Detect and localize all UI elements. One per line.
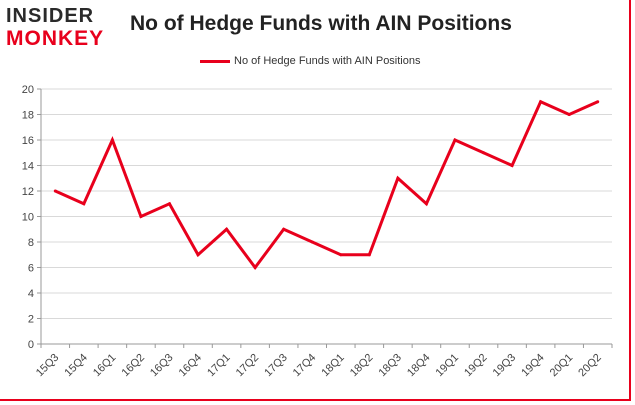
y-tick-label: 18 [22,110,34,122]
y-tick-label: 0 [28,339,34,351]
data-point [139,215,143,218]
x-tick-label: 17Q4 [291,352,319,380]
data-point [510,164,514,167]
insider-monkey-logo: INSIDER MONKEY [6,6,118,52]
data-point [110,138,114,142]
x-tick-label: 18Q2 [348,352,376,380]
x-tick-label: 16Q2 [120,352,148,380]
x-tick-label: 18Q1 [319,352,347,380]
logo-line-2: MONKEY [6,27,105,50]
y-tick-label: 14 [22,161,34,173]
x-tick-label: 20Q1 [548,352,576,380]
x-tick-label: 18Q4 [405,352,433,380]
x-tick-label: 19Q1 [434,352,462,380]
data-point [82,202,86,206]
x-tick-label: 16Q3 [148,352,176,380]
legend-label: No of Hedge Funds with AIN Positions [234,55,421,67]
x-tick-label: 18Q3 [376,352,404,380]
x-tick-label: 19Q4 [519,352,547,380]
series-line [54,99,599,271]
data-point [339,253,343,257]
data-point [596,100,600,104]
data-point [167,202,171,206]
y-tick-label: 6 [28,263,34,275]
y-tick-label: 8 [28,237,34,249]
data-point [253,266,257,269]
data-point [453,138,457,142]
data-point [53,189,57,193]
data-point [310,240,314,244]
y-tick-label: 16 [22,135,34,147]
data-point [482,151,486,155]
x-tick-label: 17Q1 [205,352,233,380]
data-point [424,202,428,206]
y-tick-label: 4 [28,288,34,300]
data-point [567,113,571,116]
x-tick-label: 19Q2 [462,352,490,380]
data-point [539,100,543,104]
x-tick-label: 15Q4 [62,352,90,380]
chart-title: No of Hedge Funds with AIN Positions [130,12,512,35]
x-tick-label: 16Q4 [177,352,205,380]
x-tick-label: 17Q2 [234,352,262,380]
data-point [196,253,200,257]
data-point [367,253,371,257]
x-tick-label: 20Q2 [576,352,604,380]
y-tick-label: 12 [22,186,34,198]
y-tick-label: 2 [28,314,34,326]
legend: No of Hedge Funds with AIN Positions [200,55,420,67]
logo-line-1: INSIDER [6,5,95,27]
x-tick-label: 19Q3 [491,352,519,380]
data-point [396,176,400,180]
y-tick-label: 10 [22,212,34,224]
data-point [282,227,286,231]
data-point [225,227,229,231]
x-tick-label: 16Q1 [91,352,119,380]
x-tick-label: 15Q3 [34,352,62,380]
x-tick-label: 17Q3 [262,352,290,380]
y-tick-label: 20 [22,84,34,96]
legend-swatch [200,59,230,63]
